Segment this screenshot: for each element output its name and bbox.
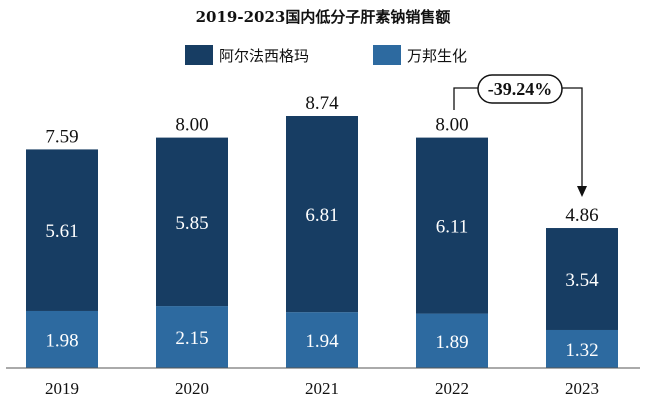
data-label-2023-series-2: 1.32 xyxy=(565,340,598,361)
data-label-2020-series-1: 5.85 xyxy=(175,213,208,234)
legend-swatch-series-2 xyxy=(373,45,401,65)
annotation-text: -39.24% xyxy=(488,79,553,99)
bar-2020-series-2 xyxy=(156,306,228,368)
data-label-2020-series-2: 2.15 xyxy=(175,328,208,349)
bar-2021-series-1 xyxy=(286,116,358,313)
total-label-2023: 4.86 xyxy=(565,205,598,226)
bars xyxy=(26,116,618,368)
annotation-bracket xyxy=(453,87,583,188)
annotation-box xyxy=(477,74,563,104)
x-tick-2021: 2021 xyxy=(305,379,339,398)
total-label-2021: 8.74 xyxy=(305,93,339,114)
legend-label-series-1: 阿尔法西格玛 xyxy=(219,47,309,65)
annotation-arrowhead xyxy=(577,186,587,197)
bar-2019-series-2 xyxy=(26,310,98,368)
bar-2022-series-2 xyxy=(416,313,488,368)
data-label-2021-series-1: 6.81 xyxy=(305,205,338,226)
data-label-2022-series-2: 1.89 xyxy=(435,332,468,353)
bar-labels: 1.98 5.61 7.59 2.15 5.85 8.00 1.94 6.81 8.74 1.89… xyxy=(45,93,599,361)
x-tick-2020: 2020 xyxy=(175,379,209,398)
bar-2020-series-1 xyxy=(156,137,228,307)
total-label-2019: 7.59 xyxy=(45,126,78,147)
chart-title: 2019-2023国内低分子肝素钠销售额 xyxy=(196,8,451,26)
total-label-2022: 8.00 xyxy=(435,115,468,136)
x-axis-ticks: 2019 2020 2021 2022 2023 xyxy=(45,379,599,398)
data-label-2023-series-1: 3.54 xyxy=(565,270,599,291)
x-tick-2022: 2022 xyxy=(435,379,469,398)
data-label-2019-series-1: 5.61 xyxy=(45,221,78,242)
bar-2019-series-1 xyxy=(26,149,98,311)
legend-label-series-2: 万邦生化 xyxy=(407,47,467,65)
x-tick-2023: 2023 xyxy=(565,379,599,398)
data-label-2021-series-2: 1.94 xyxy=(305,331,339,352)
legend: 阿尔法西格玛 万邦生化 xyxy=(185,45,467,65)
bar-2021-series-2 xyxy=(286,312,358,368)
bar-2022-series-1 xyxy=(416,137,488,314)
bar-2023-series-1 xyxy=(546,228,618,330)
bar-2023-series-2 xyxy=(546,329,618,368)
change-annotation: -39.24% xyxy=(453,74,587,197)
total-label-2020: 8.00 xyxy=(175,115,208,136)
legend-swatch-series-1 xyxy=(185,45,213,65)
data-label-2019-series-2: 1.98 xyxy=(45,330,78,351)
data-label-2022-series-1: 6.11 xyxy=(436,217,469,238)
x-tick-2019: 2019 xyxy=(45,379,79,398)
